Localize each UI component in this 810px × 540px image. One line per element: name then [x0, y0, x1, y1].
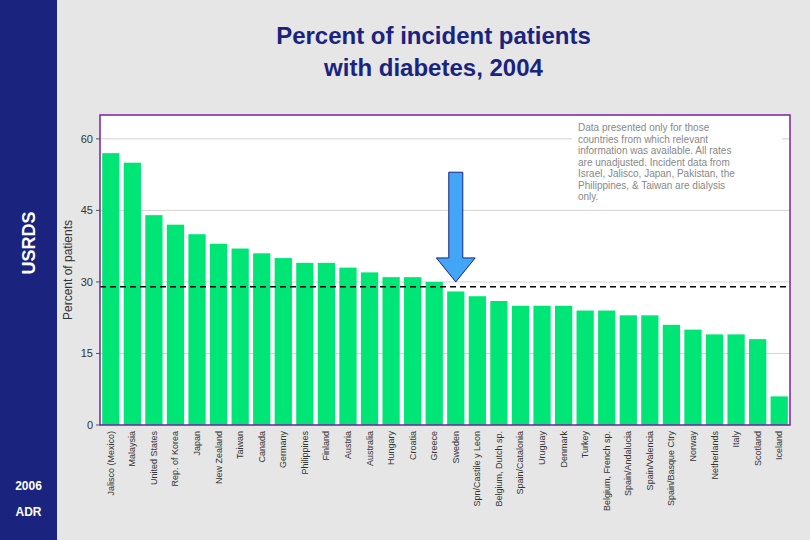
bar [684, 330, 701, 425]
category-label: Australia [365, 431, 375, 466]
bar [210, 244, 227, 425]
annotation-line: only. [578, 191, 598, 202]
category-label: Taiwan [235, 431, 245, 459]
bar [447, 291, 464, 425]
arrow [436, 172, 475, 282]
reference-line [100, 286, 790, 288]
category-label: Belgium, Dutch sp. [494, 431, 504, 507]
plot-frame [100, 115, 790, 425]
sidebar-note: 2006 [15, 479, 42, 493]
category-label: Iceland [774, 431, 784, 460]
annotation: Data presented only for thosecountries f… [578, 122, 735, 202]
annotation-line: Israel, Jalisco, Japan, Pakistan, the [578, 168, 735, 179]
category-label: Jalisco (Mexico) [106, 431, 116, 496]
bar [749, 339, 766, 425]
bar [641, 315, 658, 425]
bar [188, 234, 205, 425]
sidebar-label: USRDS [19, 211, 39, 274]
bar [361, 272, 378, 425]
bar [339, 268, 356, 425]
category-label: Greece [429, 431, 439, 461]
category-label: Rep. of Korea [170, 431, 180, 487]
bar [598, 311, 615, 425]
bar [490, 301, 507, 425]
category-label: Denmark [559, 431, 569, 468]
category-label: Croatia [408, 431, 418, 460]
tick-label: 15 [81, 347, 93, 359]
background [0, 0, 810, 540]
bar [620, 315, 637, 425]
tick-label: 60 [81, 133, 93, 145]
sidebar-note: ADR [16, 505, 42, 519]
category-label: United States [149, 431, 159, 486]
axis-label: Percent of patients [61, 220, 75, 320]
bar [404, 277, 421, 425]
bar [663, 325, 680, 425]
bar [469, 296, 486, 425]
tick-label: 0 [87, 419, 93, 431]
bar [145, 215, 162, 425]
category-label: Austria [343, 431, 353, 459]
category-label: Uruguay [537, 431, 547, 466]
annotation-box [572, 120, 782, 209]
category-label: Norway [688, 431, 698, 462]
plot-area [100, 115, 790, 425]
sidebar [0, 0, 57, 540]
category-label: Sweden [451, 431, 461, 464]
category-label: Philippines [300, 431, 310, 475]
bar [727, 334, 744, 425]
category-label: Spain/Valencia [645, 431, 655, 490]
category-label: Turkey [580, 431, 590, 459]
bar [102, 153, 119, 425]
category-label: Hungary [386, 431, 396, 466]
bar [533, 306, 550, 425]
bar [555, 306, 572, 425]
annotation-line: countries from which relevant [578, 134, 708, 145]
bar [275, 258, 292, 425]
bar [577, 311, 594, 425]
category-label: Malaysia [127, 431, 137, 467]
category-label: Netherlands [710, 431, 720, 480]
category-label: Scotland [753, 431, 763, 466]
chart: USRDS 2006 ADR Percent of incident patients… [0, 0, 810, 540]
bar [512, 306, 529, 425]
category-label: Canada [257, 431, 267, 463]
bar [232, 249, 249, 425]
bar [253, 253, 270, 425]
category-label: Italy [731, 431, 741, 448]
category-label: Belgium, French sp. [602, 431, 612, 511]
category-label: Spn/Castile y Leon [472, 431, 482, 507]
annotation-line: Data presented only for those [578, 122, 710, 133]
title: Percent of incident patients [276, 22, 591, 49]
bar [167, 225, 184, 425]
bar [426, 282, 443, 425]
grid-line [100, 210, 790, 211]
category-label: Spain/Andalucia [623, 431, 633, 496]
category-label: Germany [278, 431, 288, 469]
annotation-line: are unadjusted. Incident data from [578, 157, 730, 168]
tick-label: 45 [81, 204, 93, 216]
annotation-line: information was available. All rates [578, 145, 731, 156]
bar [706, 334, 723, 425]
category-label: Japan [192, 431, 202, 456]
annotation-line: Philippines, & Taiwan are dialysis [578, 180, 725, 191]
bar [771, 396, 788, 425]
bar [382, 277, 399, 425]
category-label: Spain/Catalonia [515, 431, 525, 495]
category-label: New Zealand [214, 431, 224, 484]
category-label: Finland [321, 431, 331, 461]
category-label: Spain/Basque Ctry [666, 431, 676, 507]
subtitle: with diabetes, 2004 [323, 54, 543, 81]
tick-label: 30 [81, 276, 93, 288]
bar [124, 163, 141, 425]
